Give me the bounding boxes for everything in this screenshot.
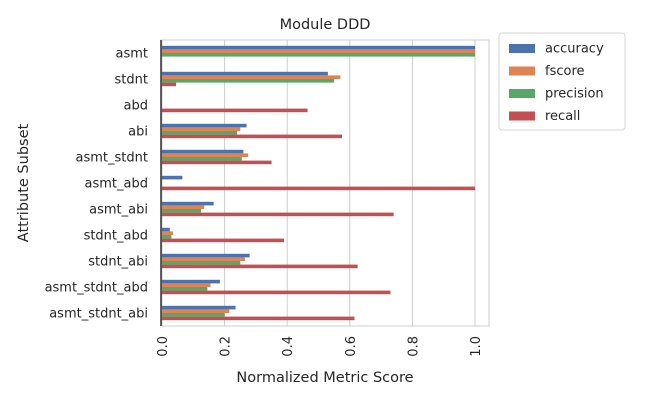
bar-recall <box>162 290 391 295</box>
bar-accuracy <box>162 227 170 232</box>
y-tick-label: asmt_abd <box>85 177 148 192</box>
bar-precision <box>162 79 335 83</box>
bar-accuracy <box>162 71 328 76</box>
bar-fscore <box>162 49 475 53</box>
bar-precision <box>162 157 242 161</box>
bar-precision <box>162 261 241 265</box>
legend-frame <box>498 32 626 131</box>
bar-precision <box>162 287 208 291</box>
bar-recall <box>162 186 475 191</box>
y-tick-label: asmt_stdnt_abi <box>49 307 148 322</box>
y-tick-labels: asmt stdnt abd abi asmt_stdnt asmt_abd asmt_ab… <box>45 47 148 322</box>
x-tick-label: 0.4 <box>281 336 296 357</box>
y-tick-label: asmt <box>116 47 149 62</box>
bar-accuracy <box>162 279 220 284</box>
x-tick-label: 0.6 <box>344 336 359 357</box>
bar-accuracy <box>162 175 183 180</box>
x-tick-label: 1.0 <box>469 336 484 357</box>
bar-fscore <box>162 205 205 209</box>
bar-fscore <box>162 127 241 131</box>
bar-accuracy <box>162 123 247 128</box>
bars <box>162 45 475 321</box>
legend-label-precision: precision <box>545 87 604 102</box>
x-axis-label: Normalized Metric Score <box>236 370 413 386</box>
bar-precision <box>162 131 238 135</box>
bar-fscore <box>162 309 230 313</box>
legend-swatch-fscore <box>509 66 535 76</box>
bar-accuracy <box>162 305 236 310</box>
bar-recall <box>162 160 272 165</box>
legend-label-fscore: fscore <box>545 64 585 79</box>
bar-fscore <box>162 75 341 79</box>
y-tick-label: stdnt_abi <box>88 255 148 270</box>
bar-precision <box>162 235 172 239</box>
x-tick-labels: 0.0 0.2 0.4 0.6 0.8 1.0 <box>156 336 484 357</box>
grid-lines <box>161 40 476 326</box>
bar-recall <box>162 82 177 87</box>
y-tick-label: asmt_stdnt <box>76 151 148 166</box>
bar-recall <box>162 108 308 113</box>
bar-precision <box>162 209 202 213</box>
y-tick-label: asmt_abi <box>89 203 148 218</box>
legend-label-recall: recall <box>545 109 580 124</box>
bar-fscore <box>162 283 211 287</box>
bar-recall <box>162 316 355 321</box>
legend-swatch-precision <box>509 89 535 98</box>
y-tick-label: stdnt_abd <box>84 229 148 244</box>
x-tick-label: 0.0 <box>156 336 171 357</box>
chart-title: Module DDD <box>280 17 371 33</box>
bar-fscore <box>162 231 173 235</box>
x-tick-label: 0.8 <box>406 336 421 357</box>
bar-accuracy <box>162 149 244 154</box>
bar-recall <box>162 238 285 243</box>
y-axis-label: Attribute Subset <box>16 123 32 242</box>
bar-fscore <box>162 257 245 261</box>
bar-accuracy <box>162 45 475 50</box>
bar-recall <box>162 212 394 217</box>
y-tick-label: asmt_stdnt_abd <box>45 281 148 296</box>
bar-fscore <box>162 153 249 157</box>
bar-recall <box>162 134 342 139</box>
legend-label-accuracy: accuracy <box>545 42 604 57</box>
bar-accuracy <box>162 201 214 206</box>
bar-recall <box>162 264 358 269</box>
y-tick-label: abi <box>128 125 148 140</box>
bar-accuracy <box>162 253 250 258</box>
y-tick-label: stdnt <box>115 73 148 88</box>
x-tick-label: 0.2 <box>219 336 234 357</box>
bar-precision <box>162 313 225 317</box>
legend-swatch-accuracy <box>509 44 535 53</box>
y-tick-label: abd <box>124 99 148 114</box>
bar-precision <box>162 53 475 57</box>
legend: accuracy fscore precision recall <box>498 32 626 131</box>
legend-swatch-recall <box>509 111 535 121</box>
